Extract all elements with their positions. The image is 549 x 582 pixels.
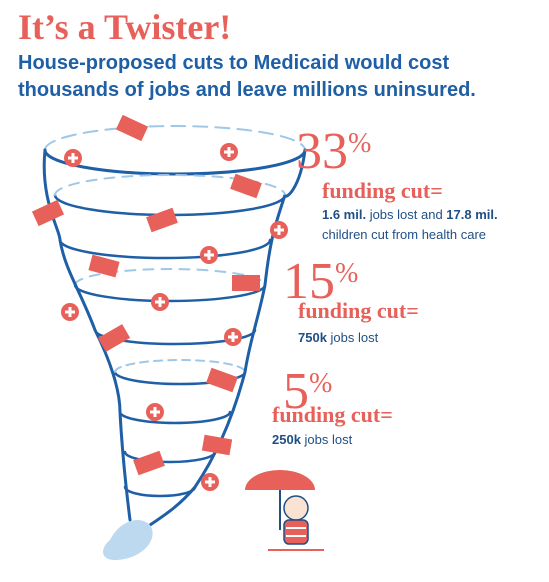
detail-text: 250k [272,432,301,447]
detail-text: 17.8 mil. [446,207,498,222]
kid-with-umbrella [245,470,324,551]
percent: 33% [296,118,371,178]
detail-text: jobs lost [300,432,353,447]
percent-number: 5 [283,363,309,420]
percent-sign: % [309,368,333,399]
subtitle: House-proposed cuts to Medicaid would co… [18,52,476,101]
funding-label: funding cut= [322,178,443,203]
percent-number: 33 [296,123,348,180]
percent-sign: % [335,258,359,289]
cross-icons [61,143,288,491]
money-icons [31,114,262,476]
tornado-swirls [42,125,307,527]
detail-text: jobs lost and [366,207,447,222]
percent: 15% [283,248,358,308]
percent-number: 15 [283,253,335,310]
title: It’s a Twister! [18,7,232,47]
funding-label: funding cut= [272,402,393,427]
detail: 1.6 mil. jobs lost and 17.8 mil. childre… [322,205,532,245]
detail-text: 750k [298,330,327,345]
percent-sign: % [348,128,372,159]
detail-text: jobs lost [326,330,379,345]
funding-label: funding cut= [298,298,419,323]
detail-text: 1.6 mil. [322,207,367,222]
detail: 750k jobs lost [298,328,498,348]
percent: 5% [283,358,332,418]
dust-cloud [103,520,153,560]
detail-text: children cut from health care [322,227,487,242]
detail: 250k jobs lost [272,430,472,450]
